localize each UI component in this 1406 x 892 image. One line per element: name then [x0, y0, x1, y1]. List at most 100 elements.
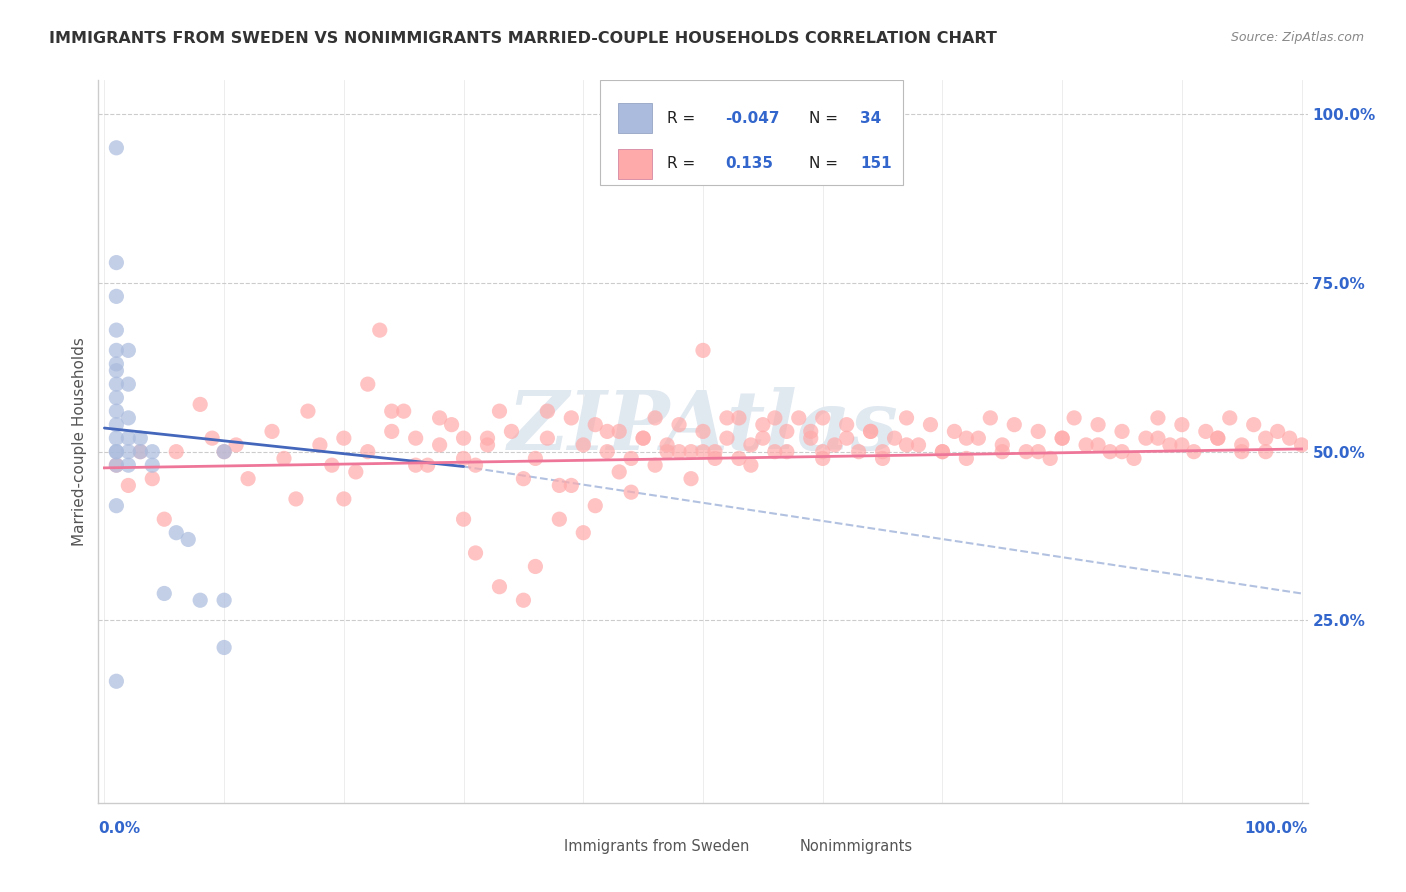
Point: [260, 425, 283, 439]
Point: [105, 289, 128, 303]
Point: [607, 465, 630, 479]
Point: [716, 411, 738, 425]
Point: [776, 425, 799, 439]
Point: [1171, 417, 1194, 432]
Point: [392, 404, 415, 418]
Point: [405, 431, 427, 445]
Point: [141, 444, 163, 458]
Point: [1074, 438, 1097, 452]
Point: [117, 458, 139, 472]
Point: [1159, 438, 1181, 452]
Point: [357, 377, 380, 392]
Point: [1039, 451, 1062, 466]
Point: [872, 451, 894, 466]
Point: [105, 458, 128, 472]
Point: [1111, 425, 1133, 439]
Point: [991, 438, 1014, 452]
Point: [117, 478, 139, 492]
Point: [453, 451, 475, 466]
Point: [835, 431, 858, 445]
Point: [955, 431, 977, 445]
Text: 34: 34: [860, 111, 882, 126]
Point: [728, 411, 751, 425]
Point: [165, 525, 187, 540]
Point: [105, 499, 128, 513]
Point: [644, 411, 666, 425]
Point: [1206, 431, 1229, 445]
Point: [201, 431, 224, 445]
Point: [811, 451, 834, 466]
Point: [1182, 444, 1205, 458]
Point: [105, 377, 128, 392]
Text: Nonimmigrants: Nonimmigrants: [800, 838, 912, 854]
Text: ZIPAtlas: ZIPAtlas: [508, 387, 898, 467]
Point: [1111, 444, 1133, 458]
Point: [1147, 411, 1170, 425]
Point: [381, 404, 404, 418]
Point: [728, 451, 751, 466]
Point: [105, 431, 128, 445]
Point: [763, 411, 786, 425]
Point: [859, 425, 882, 439]
Point: [105, 674, 128, 689]
Point: [955, 451, 977, 466]
Text: N =: N =: [810, 156, 838, 171]
Point: [1230, 444, 1253, 458]
Point: [429, 411, 451, 425]
Point: [835, 417, 858, 432]
Point: [440, 417, 463, 432]
Point: [655, 444, 678, 458]
Point: [548, 512, 571, 526]
Point: [1087, 417, 1109, 432]
Point: [596, 444, 619, 458]
Point: [572, 525, 595, 540]
Bar: [619, 149, 652, 179]
Bar: [534, 835, 555, 857]
Point: [1219, 411, 1241, 425]
Point: [453, 431, 475, 445]
Point: [692, 343, 714, 358]
Point: [1015, 444, 1038, 458]
Point: [931, 444, 953, 458]
Point: [1099, 444, 1122, 458]
Point: [1050, 431, 1073, 445]
Point: [716, 431, 738, 445]
Text: IMMIGRANTS FROM SWEDEN VS NONIMMIGRANTS MARRIED-COUPLE HOUSEHOLDS CORRELATION CH: IMMIGRANTS FROM SWEDEN VS NONIMMIGRANTS …: [49, 31, 997, 46]
Point: [488, 580, 510, 594]
Point: [1123, 451, 1146, 466]
Point: [429, 438, 451, 452]
Point: [117, 444, 139, 458]
Point: [763, 444, 786, 458]
Point: [740, 438, 762, 452]
Point: [679, 444, 702, 458]
Point: [943, 425, 966, 439]
Point: [105, 323, 128, 337]
Text: 0.0%: 0.0%: [98, 821, 141, 836]
Point: [453, 512, 475, 526]
Point: [692, 444, 714, 458]
Point: [1171, 438, 1194, 452]
Point: [1063, 411, 1085, 425]
Point: [117, 431, 139, 445]
Point: [188, 397, 211, 411]
Point: [105, 417, 128, 432]
Point: [896, 411, 918, 425]
Point: [344, 465, 367, 479]
Point: [368, 323, 391, 337]
Point: [512, 472, 534, 486]
Point: [644, 458, 666, 472]
Point: [117, 411, 139, 425]
Point: [105, 391, 128, 405]
Point: [967, 431, 990, 445]
Point: [1278, 431, 1301, 445]
Point: [1267, 425, 1289, 439]
Point: [536, 404, 558, 418]
Text: 151: 151: [860, 156, 891, 171]
Point: [896, 438, 918, 452]
Point: [704, 444, 727, 458]
Point: [117, 377, 139, 392]
Text: 0.135: 0.135: [724, 156, 773, 171]
Point: [1195, 425, 1218, 439]
Text: Source: ZipAtlas.com: Source: ZipAtlas.com: [1230, 31, 1364, 45]
Point: [105, 357, 128, 371]
